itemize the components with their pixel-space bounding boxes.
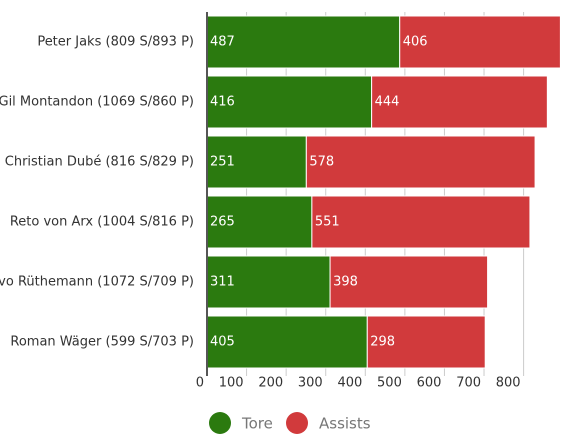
bar-segment bbox=[206, 315, 368, 369]
bar-segment bbox=[206, 15, 401, 69]
value-label: 265 bbox=[210, 215, 235, 230]
legend-label: Tore bbox=[241, 415, 273, 433]
y-tick-label: Roman Wäger (599 S/703 P) bbox=[10, 335, 194, 350]
legend-marker bbox=[286, 412, 308, 434]
bar-segment bbox=[371, 75, 548, 129]
value-label: 487 bbox=[210, 35, 235, 50]
legend-label: Assists bbox=[319, 415, 371, 433]
y-tick-label: Peter Jaks (809 S/893 P) bbox=[37, 35, 194, 50]
x-tick-label: 0 bbox=[196, 376, 204, 391]
x-tick-label: 800 bbox=[496, 376, 521, 391]
x-tick-label: 500 bbox=[377, 376, 402, 391]
bar-segment bbox=[329, 255, 489, 309]
value-label: 578 bbox=[309, 155, 334, 170]
x-tick-label: 700 bbox=[456, 376, 481, 391]
x-tick-label: 200 bbox=[258, 376, 283, 391]
bar-segment bbox=[311, 195, 531, 249]
bar-segment bbox=[305, 135, 536, 189]
y-tick-label: Reto von Arx (1004 S/816 P) bbox=[10, 215, 194, 230]
value-label: 405 bbox=[210, 335, 235, 350]
bar-segment bbox=[206, 255, 331, 309]
value-label: 298 bbox=[370, 335, 395, 350]
value-label: 311 bbox=[210, 275, 235, 290]
value-label: 406 bbox=[403, 35, 428, 50]
value-label: 251 bbox=[210, 155, 235, 170]
value-label: 444 bbox=[375, 95, 400, 110]
x-tick-label: 400 bbox=[337, 376, 362, 391]
x-tick-label: 300 bbox=[298, 376, 323, 391]
y-tick-label: Gil Montandon (1069 S/860 P) bbox=[0, 95, 194, 110]
x-tick-label: 600 bbox=[417, 376, 442, 391]
y-tick-label: Christian Dubé (816 S/829 P) bbox=[5, 155, 194, 170]
bar-segment bbox=[399, 15, 561, 69]
bar-segment bbox=[366, 315, 486, 369]
x-tick-label: 100 bbox=[219, 376, 244, 391]
value-label: 416 bbox=[210, 95, 235, 110]
value-label: 551 bbox=[315, 215, 340, 230]
y-tick-label: Ivo Rüthemann (1072 S/709 P) bbox=[0, 275, 194, 290]
value-label: 398 bbox=[333, 275, 358, 290]
legend-marker bbox=[209, 412, 231, 434]
bar-segment bbox=[206, 75, 373, 129]
